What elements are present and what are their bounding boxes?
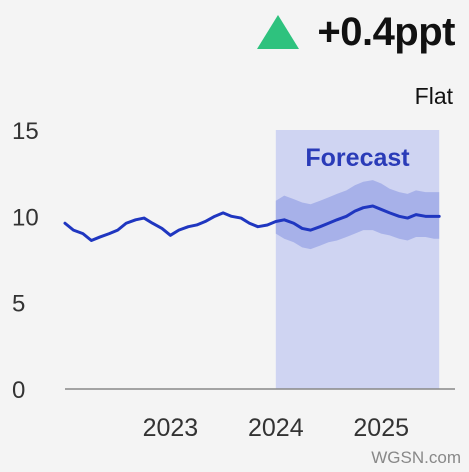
y-tick-label: 10: [12, 204, 39, 231]
forecast-label: Forecast: [305, 144, 410, 172]
y-tick-label: 5: [12, 291, 25, 318]
y-tick-label: 0: [12, 377, 25, 404]
x-tick-label: 2025: [353, 414, 409, 442]
watermark: WGSN.com: [371, 448, 461, 468]
x-tick-label: 2024: [248, 414, 304, 442]
x-tick-label: 2023: [143, 414, 199, 442]
y-tick-label: 15: [12, 118, 39, 145]
